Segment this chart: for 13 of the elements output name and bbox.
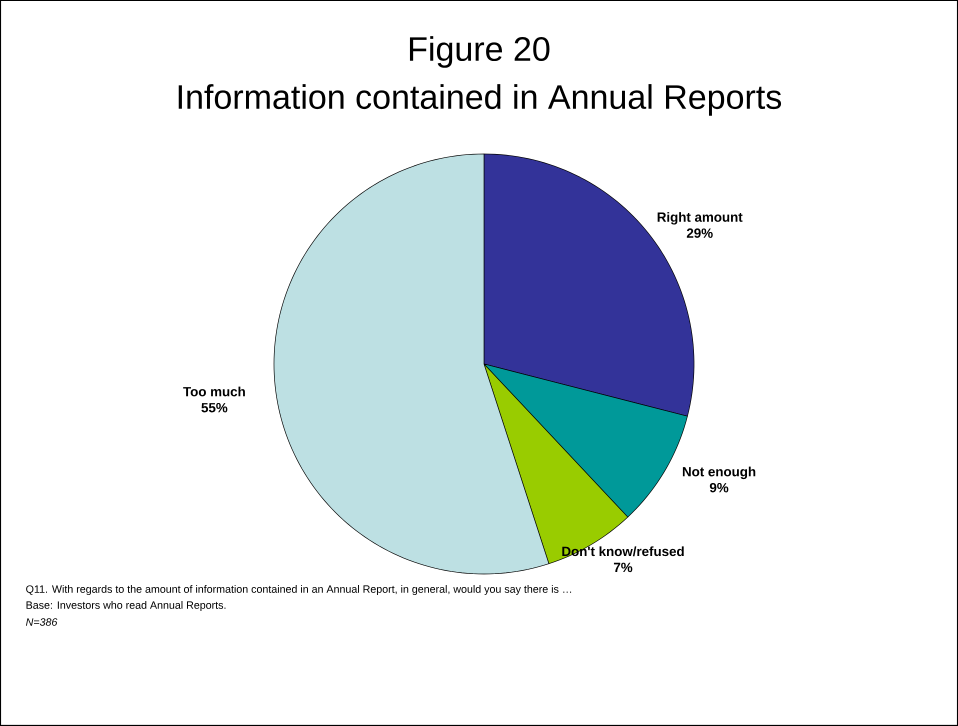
slice-label: Not enough (682, 466, 756, 480)
text: Base: Investors who read Annual Reports. (26, 601, 226, 612)
text: N=386 (26, 618, 58, 626)
chart-title: Figure 20 (410, 36, 550, 68)
data-label: 7% (614, 562, 632, 572)
data-label: 29% (686, 228, 713, 238)
slice-label: Right amount (658, 212, 743, 225)
slice-label: Too much (183, 386, 245, 396)
data-label: 55% (201, 402, 228, 412)
chart-subtitle: Information contained in Annual Reports (178, 84, 782, 116)
text: Q11. With regards to the amount of information contained in an Annual Report, in general, would you say there is … (26, 585, 572, 596)
data-label: 9% (710, 482, 728, 492)
slice-label: Don't know/refused (562, 546, 684, 556)
